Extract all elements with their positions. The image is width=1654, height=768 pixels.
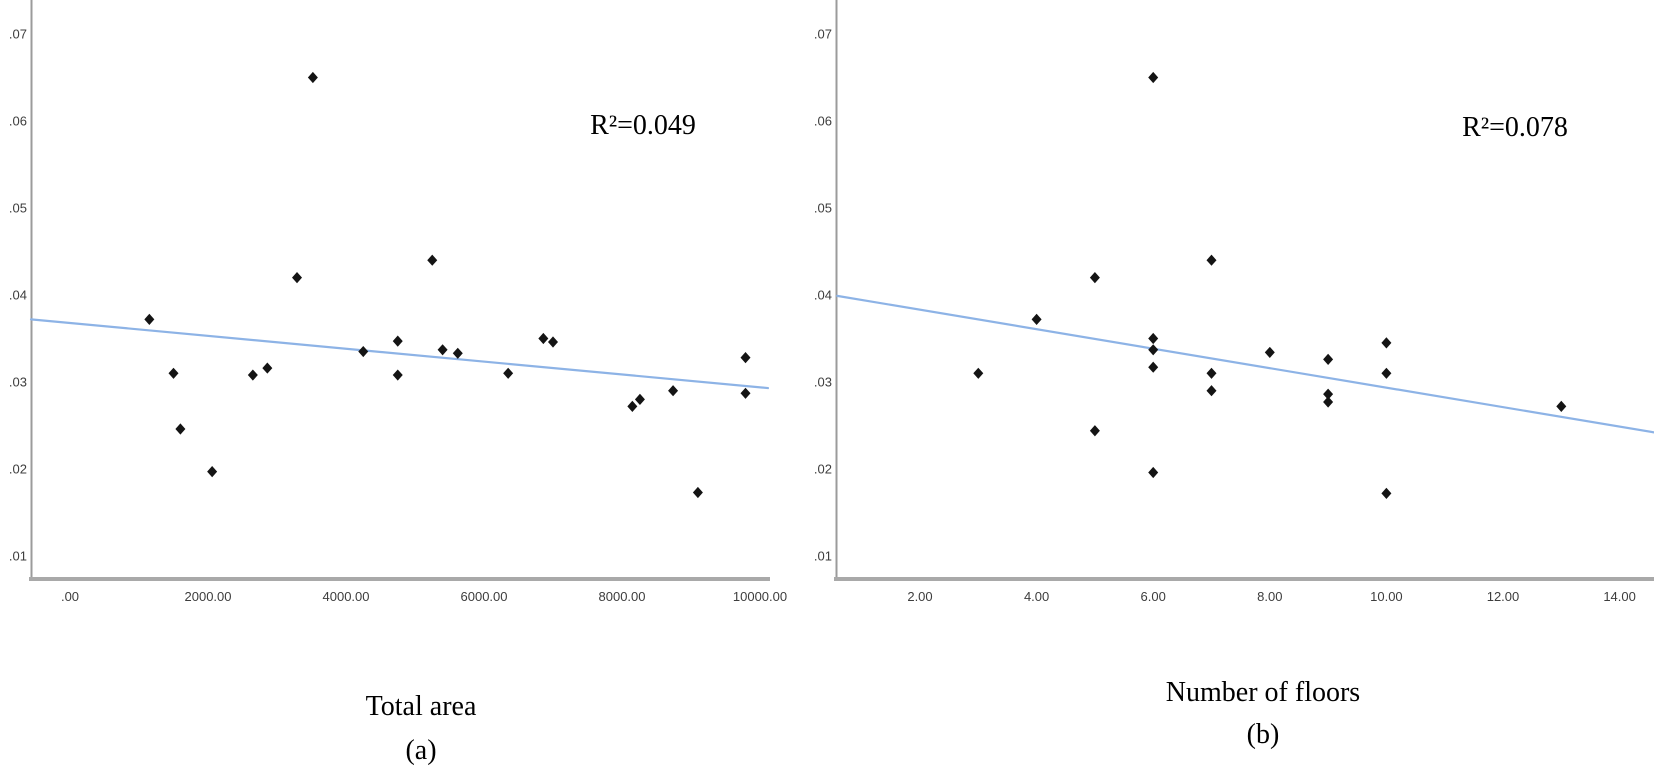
- chart-b: .07 .06 .05 .04 .03 .02 .01 2.00 4.00 6.00 8.00 10.…: [814, 0, 1654, 604]
- data-point-marker: [1031, 313, 1042, 325]
- data-point-marker: [1148, 466, 1159, 479]
- y-tick-label: .03: [814, 375, 832, 390]
- y-tick-label: .05: [814, 201, 832, 216]
- y-tick-label: .02: [814, 462, 832, 477]
- data-point-marker: [548, 336, 558, 348]
- data-point-marker: [503, 367, 514, 379]
- data-point-marker: [262, 362, 273, 374]
- x-tick-label: .00: [61, 589, 79, 604]
- y-tick-label: .03: [9, 375, 27, 390]
- y-tick-label: .07: [814, 27, 832, 42]
- x-axis-title-number-of-floors: Number of floors: [1165, 677, 1361, 708]
- subfigure-label-b: (b): [1246, 719, 1280, 750]
- chart-a: .07 .06 .05 .04 .03 .02 .01 .00 2000.00 4000.00 60…: [9, 0, 787, 604]
- x-tick-label: 10.00: [1370, 589, 1403, 604]
- data-point-marker: [692, 486, 703, 499]
- x-tick-label: 6.00: [1141, 589, 1166, 604]
- x-tick-label: 10000.00: [733, 589, 787, 604]
- x-tick-label: 14.00: [1603, 589, 1636, 604]
- data-point-marker: [427, 254, 438, 266]
- data-point-marker: [1206, 385, 1217, 397]
- y-tick-label: .06: [814, 114, 832, 129]
- data-point-marker: [1381, 487, 1392, 499]
- data-point-marker: [1323, 396, 1334, 408]
- data-point-marker: [1089, 425, 1100, 437]
- data-point-marker: [292, 272, 303, 284]
- data-point-marker: [538, 332, 549, 345]
- data-point-marker: [634, 393, 645, 405]
- data-point-marker: [144, 313, 155, 325]
- data-point-marker: [307, 71, 318, 84]
- x-tick-label: 6000.00: [461, 589, 508, 604]
- y-tick-label: .04: [814, 288, 832, 303]
- data-point-marker: [1323, 353, 1334, 365]
- data-point-marker: [1381, 337, 1392, 349]
- data-point-marker: [1148, 361, 1159, 373]
- data-point-marker: [1089, 272, 1100, 284]
- data-point-marker: [1556, 400, 1567, 412]
- data-point-marker: [1381, 367, 1392, 379]
- data-point-marker: [175, 423, 186, 435]
- y-tick-label: .01: [814, 549, 832, 564]
- y-tick-label: .02: [9, 462, 27, 477]
- data-point-marker: [1148, 332, 1159, 345]
- x-tick-label: 4.00: [1024, 589, 1049, 604]
- x-tick-label: 12.00: [1487, 589, 1520, 604]
- data-point-marker: [1206, 254, 1217, 266]
- x-tick-label: 4000.00: [323, 589, 370, 604]
- x-tick-label: 2.00: [907, 589, 932, 604]
- data-point-marker: [668, 385, 679, 397]
- data-point-marker: [168, 367, 179, 379]
- r-squared-annotation-b: R²=0.078: [1462, 112, 1568, 143]
- data-point-marker: [247, 369, 258, 381]
- data-point-marker: [452, 347, 463, 359]
- trend-line: [836, 294, 1654, 434]
- data-point-marker: [627, 400, 638, 412]
- y-tick-label: .07: [9, 27, 27, 42]
- data-point-marker: [1264, 346, 1275, 359]
- trend-line: [29, 318, 770, 390]
- y-tick-label: .06: [9, 114, 27, 129]
- x-tick-label: 2000.00: [185, 589, 232, 604]
- data-point-marker: [1148, 344, 1159, 356]
- data-point-marker: [392, 369, 403, 381]
- data-point-marker: [1148, 71, 1159, 84]
- x-axis-title-total-area: Total area: [365, 691, 477, 722]
- data-point-marker: [740, 387, 751, 399]
- x-tick-label: 8.00: [1257, 589, 1282, 604]
- data-point-marker: [437, 344, 448, 356]
- y-tick-label: .04: [9, 288, 27, 303]
- data-point-marker: [392, 335, 403, 347]
- x-tick-label: 8000.00: [599, 589, 646, 604]
- data-point-marker: [740, 352, 751, 364]
- y-tick-label: .05: [9, 201, 27, 216]
- data-point-marker: [207, 466, 218, 478]
- r-squared-annotation-a: R²=0.049: [590, 110, 696, 141]
- subfigure-label-a: (a): [405, 735, 437, 766]
- data-point-marker: [1206, 367, 1217, 379]
- data-point-marker: [1323, 388, 1334, 400]
- data-point-marker: [358, 345, 369, 358]
- data-point-marker: [973, 367, 984, 379]
- y-tick-label: .01: [9, 549, 27, 564]
